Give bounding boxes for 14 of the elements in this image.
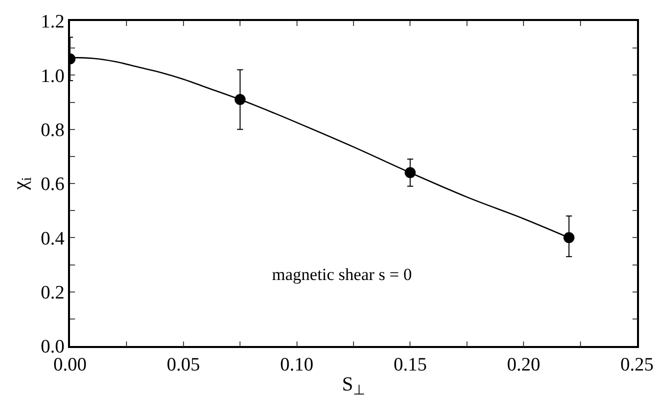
x-tick-label: 0.10	[280, 354, 314, 376]
y-tick-label: 0.2	[40, 282, 64, 304]
x-tick-label: 0.05	[166, 354, 200, 376]
y-tick-label: 0.6	[40, 174, 64, 196]
x-tick-label: 0.25	[620, 354, 654, 376]
y-tick-label: 1.2	[40, 12, 64, 33]
y-tick-label: 1.0	[40, 66, 64, 87]
x-axis-title: S$_{⊥}$	[342, 374, 366, 399]
y-tick-label: 0.4	[40, 228, 65, 250]
annotation: magnetic shear s = 0	[272, 265, 412, 284]
y-tick-label: 0.8	[40, 120, 64, 141]
x-tick-label: 0.15	[394, 354, 427, 376]
point	[563, 232, 574, 244]
x-tick-label: 0.20	[506, 354, 540, 376]
